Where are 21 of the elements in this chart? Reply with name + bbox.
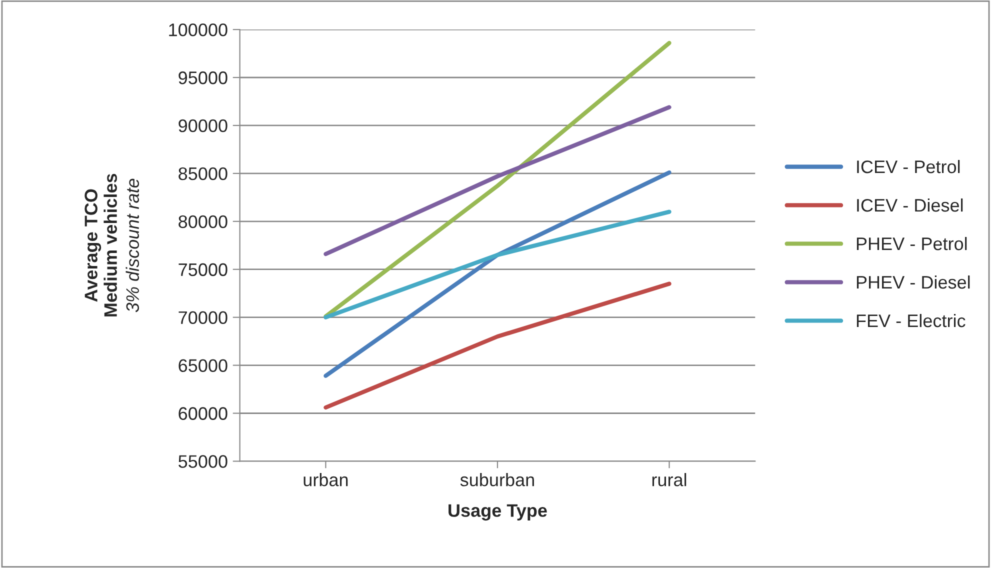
text: 3% discount rate	[126, 178, 140, 312]
y-tick-label: 60000	[178, 407, 228, 420]
legend-label: PHEV - Petrol	[856, 236, 967, 250]
y-tick-label: 70000	[178, 311, 228, 324]
y-tick-label: 90000	[178, 119, 228, 132]
y-tick-label: 75000	[178, 263, 228, 276]
legend-label: ICEV - Petrol	[857, 160, 960, 174]
y-tick-label: 65000	[178, 359, 228, 372]
x-tick-label: urban	[304, 473, 348, 486]
legend-label: PHEV - Diesel	[856, 275, 970, 289]
y-tick-label: 80000	[178, 215, 228, 228]
x-tick-label: suburban	[460, 473, 534, 486]
y-tick-label: 95000	[178, 71, 228, 84]
x-axis-title: Usage Type	[448, 504, 547, 521]
x-tick-label: rural	[652, 473, 686, 486]
y-tick-label: 55000	[178, 455, 228, 468]
legend-label: FEV - Electric	[856, 314, 966, 328]
legend-label: ICEV - Diesel	[857, 198, 963, 212]
y-tick-label: 85000	[178, 167, 228, 180]
y-tick-label: 100000	[169, 23, 228, 36]
y-axis-title: Average TCO Medium vehicles	[84, 174, 117, 316]
